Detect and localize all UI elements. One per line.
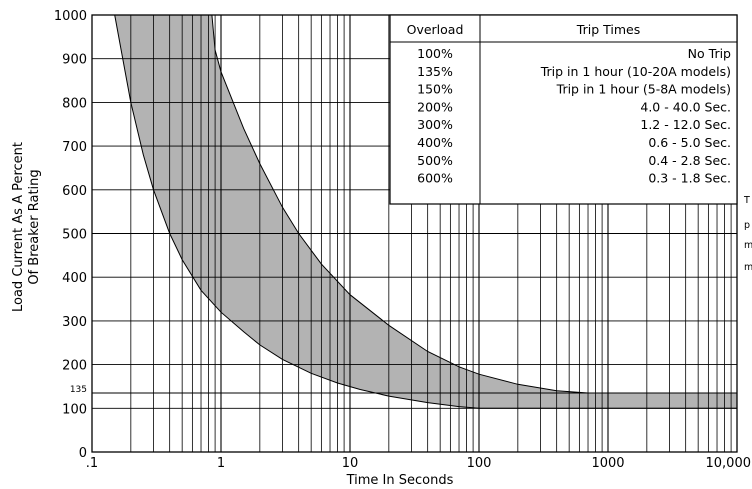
x-tick-label: 1 xyxy=(217,456,225,471)
table-cell-overload: 300% xyxy=(417,117,453,132)
y-tick-label: 1000 xyxy=(54,9,87,24)
trip-times-table: Overload Trip Times 100% No Trip 135% Trip in… xyxy=(389,14,738,205)
side-text-line: m xyxy=(744,240,752,251)
table-header-overload: Overload xyxy=(407,22,464,37)
table-box xyxy=(389,14,738,205)
table-cell-trip-time: 0.6 - 5.0 Sec. xyxy=(648,135,731,150)
y-tick-label: 700 xyxy=(62,140,87,155)
band-lower-edge xyxy=(114,14,737,409)
y-tick-label: 100 xyxy=(62,402,87,417)
table-cell-trip-time: 1.2 - 12.0 Sec. xyxy=(640,117,731,132)
x-tick-label: 10 xyxy=(342,456,359,471)
table-cell-overload: 135% xyxy=(417,64,453,79)
table-cell-trip-time: Trip in 1 hour (10-20A models) xyxy=(540,64,731,79)
y-tick-label: 400 xyxy=(62,271,87,286)
table-cell-overload: 500% xyxy=(417,153,453,168)
y-tick-label: 600 xyxy=(62,184,87,199)
y-tick-label: 200 xyxy=(62,359,87,374)
side-text-line: T xyxy=(743,195,750,206)
trip-band-area xyxy=(114,15,737,409)
x-tick-label: 100 xyxy=(467,456,492,471)
table-cell-trip-time: 0.4 - 2.8 Sec. xyxy=(648,153,731,168)
reference-line-label: 135 xyxy=(70,385,87,395)
x-tick-label: 10,000 xyxy=(706,456,752,471)
grid-layer xyxy=(92,15,737,452)
table-cell-overload: 400% xyxy=(417,135,453,150)
y-tick-label: 300 xyxy=(62,315,87,330)
table-cell-overload: 600% xyxy=(417,171,453,186)
table-cell-trip-time: Trip in 1 hour (5-8A models) xyxy=(556,82,731,97)
y-axis-label-line-2: Of Breaker Rating xyxy=(27,169,42,284)
curve-layer xyxy=(114,14,737,409)
x-axis-label: Time In Seconds xyxy=(346,473,454,488)
table-cell-trip-time: 0.3 - 1.8 Sec. xyxy=(648,171,731,186)
tick-labels-layer: 0 100 200 300 400 500 600 700 800 900 1000 135 .1 1 10… xyxy=(54,9,751,471)
table-header-trip-times: Trip Times xyxy=(576,22,640,37)
side-text: T p m m xyxy=(743,195,752,273)
y-axis-label-line-1: Load Current As A Percent xyxy=(11,142,26,312)
y-tick-label: 500 xyxy=(62,228,87,243)
table-cell-trip-time: No Trip xyxy=(688,46,731,61)
side-text-line: m xyxy=(744,262,752,273)
y-tick-label: 0 xyxy=(79,446,87,461)
x-tick-label: 1000 xyxy=(591,456,624,471)
x-tick-label: .1 xyxy=(86,456,98,471)
table-cell-trip-time: 4.0 - 40.0 Sec. xyxy=(640,99,731,114)
y-tick-label: 900 xyxy=(62,53,87,68)
table-cell-overload: 200% xyxy=(417,99,453,114)
y-tick-label: 800 xyxy=(62,96,87,111)
table-cell-overload: 150% xyxy=(417,82,453,97)
band-upper-edge xyxy=(211,14,737,394)
side-text-line: p xyxy=(744,220,750,231)
table-cell-overload: 100% xyxy=(417,46,453,61)
trip-band-layer xyxy=(114,15,737,409)
